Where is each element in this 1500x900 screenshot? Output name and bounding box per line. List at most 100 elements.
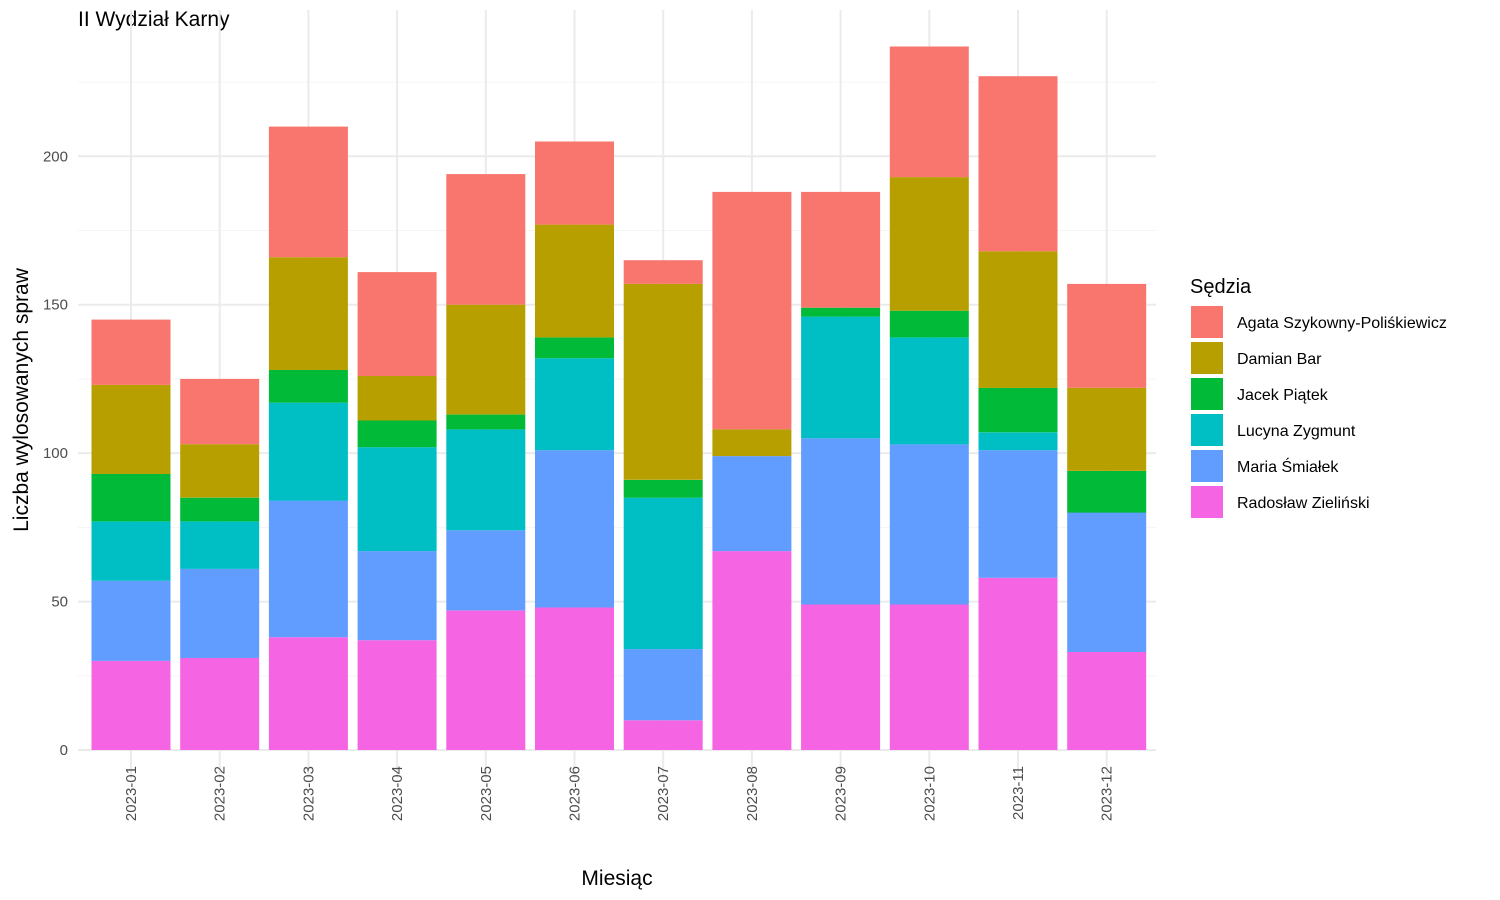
bar-segment	[357, 272, 437, 376]
x-tick-label: 2023-05	[478, 766, 495, 821]
bar-segment	[446, 429, 526, 531]
bar-segment	[535, 358, 614, 451]
legend-title: Sędzia	[1190, 276, 1252, 298]
bar-segment	[180, 497, 260, 522]
bar-segment	[446, 530, 526, 611]
bar-segment	[623, 497, 703, 650]
x-tick-label: 2023-03	[300, 766, 317, 821]
bar-segment	[180, 658, 260, 750]
bar-segment	[535, 337, 614, 359]
bar-segment	[446, 610, 526, 750]
y-tick-label: 100	[43, 445, 68, 462]
legend-label: Damian Bar	[1237, 351, 1322, 368]
bar-segment	[712, 191, 792, 430]
bar-segment	[712, 456, 792, 552]
bar-segment	[978, 387, 1058, 433]
bar-segment	[268, 126, 348, 258]
x-tick-label: 2023-06	[567, 766, 584, 821]
bar-segment	[889, 310, 969, 338]
x-tick-label: 2023-01	[123, 766, 140, 821]
bar-segment	[801, 316, 881, 439]
bar-segment	[268, 500, 348, 638]
y-tick-label: 150	[43, 297, 68, 314]
bar-segment	[446, 304, 526, 415]
legend-swatch	[1191, 342, 1223, 374]
bar-segment	[889, 604, 969, 750]
bar-segment	[91, 473, 171, 522]
legend-items: Agata Szykowny-Poliśkiewicz Damian Bar Jac…	[1191, 306, 1447, 518]
y-axis-ticks: 0 50 100 150 200	[43, 148, 68, 759]
legend-swatch	[1191, 486, 1223, 518]
y-tick-label: 50	[51, 594, 68, 611]
bar-segment	[889, 177, 969, 311]
legend-label: Lucyna Zygmunt	[1237, 423, 1356, 440]
legend-label: Jacek Piątek	[1237, 387, 1329, 404]
bar-segment	[889, 337, 969, 445]
bar-segment	[978, 450, 1058, 578]
bar-segment	[1067, 387, 1147, 471]
legend: Sędzia Agata Szykowny-Poliśkiewicz Damian…	[1190, 276, 1447, 518]
bar-segment	[535, 450, 614, 608]
y-axis-title: Liczba wylosowanych spraw	[10, 267, 33, 532]
bar-segment	[712, 551, 792, 750]
bar-segment	[535, 141, 614, 225]
bar-segment	[180, 378, 260, 445]
bar-segment	[801, 307, 881, 317]
legend-label: Agata Szykowny-Poliśkiewicz	[1237, 315, 1447, 332]
bar-segment	[978, 577, 1058, 750]
bar-segment	[623, 479, 703, 498]
bar-segment	[180, 444, 260, 498]
bar-segment	[268, 257, 348, 370]
bar-segment	[801, 438, 881, 605]
bar-segment	[446, 414, 526, 430]
bar-segment	[623, 283, 703, 480]
bar-segment	[91, 660, 171, 750]
bar-segment	[1067, 652, 1147, 750]
y-tick-label: 0	[60, 742, 68, 759]
legend-swatch	[1191, 378, 1223, 410]
bar-segment	[535, 224, 614, 338]
x-axis-ticks: 2023-01 2023-02 2023-03 2023-04 2023-05 2023-…	[123, 766, 1116, 821]
x-tick-label: 2023-02	[212, 766, 229, 821]
legend-swatch	[1191, 306, 1223, 338]
bar-segment	[978, 76, 1058, 252]
x-tick-label: 2023-11	[1010, 766, 1027, 820]
bar-segment	[889, 444, 969, 605]
chart-title: II Wydział Karny	[78, 8, 230, 31]
bar-segment	[1067, 512, 1147, 652]
bars	[91, 46, 1147, 750]
bar-segment	[801, 191, 881, 308]
legend-label: Maria Śmiałek	[1237, 457, 1339, 476]
bar-segment	[535, 607, 614, 750]
bar-segment	[91, 384, 171, 474]
bar-segment	[889, 46, 969, 178]
bar-segment	[91, 319, 171, 385]
bar-segment	[712, 429, 792, 457]
bar-segment	[1067, 283, 1147, 388]
bar-segment	[357, 420, 437, 448]
x-axis-title: Miesiąc	[581, 867, 652, 890]
bar-segment	[801, 604, 881, 750]
bar-segment	[978, 251, 1058, 388]
x-tick-label: 2023-12	[1099, 766, 1116, 821]
legend-label: Radosław Zieliński	[1237, 495, 1370, 512]
bar-segment	[357, 447, 437, 552]
bar-segment	[623, 720, 703, 750]
bar-segment	[357, 551, 437, 641]
x-tick-label: 2023-08	[744, 766, 761, 821]
bar-segment	[1067, 471, 1147, 513]
bar-segment	[978, 432, 1058, 451]
bar-segment	[268, 637, 348, 750]
bar-segment	[91, 580, 171, 661]
bar-segment	[623, 649, 703, 721]
bar-segment	[180, 521, 260, 569]
bar-segment	[623, 260, 703, 284]
bar-segment	[180, 568, 260, 658]
x-tick-label: 2023-10	[921, 766, 938, 821]
legend-swatch	[1191, 450, 1223, 482]
x-tick-label: 2023-09	[833, 766, 850, 821]
x-tick-label: 2023-07	[655, 766, 672, 821]
x-tick-label: 2023-04	[389, 766, 406, 821]
bar-segment	[268, 402, 348, 501]
